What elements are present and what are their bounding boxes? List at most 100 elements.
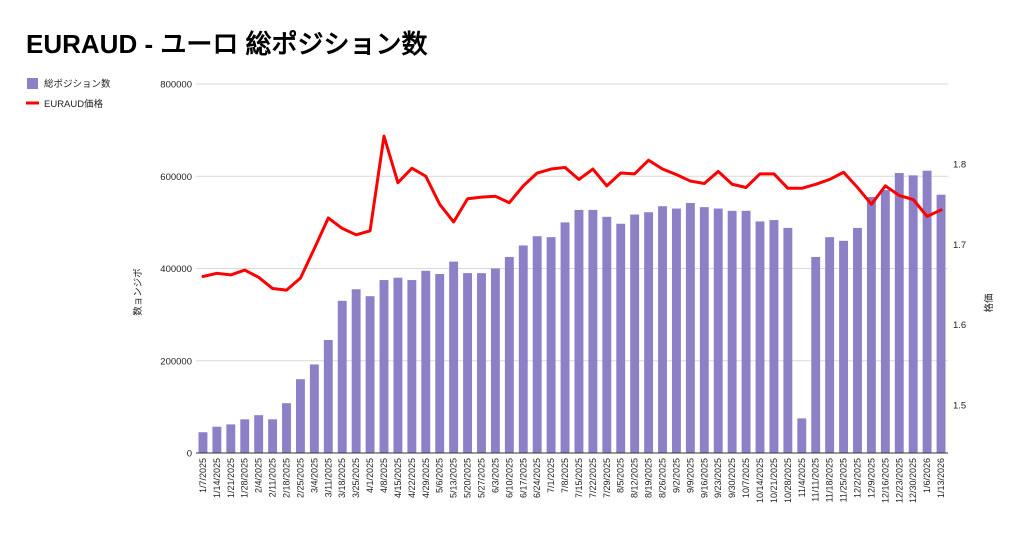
x-tick-label: 6/24/2025 <box>532 458 542 498</box>
x-tick-label: 2/25/2025 <box>295 458 305 498</box>
bar <box>644 212 654 453</box>
bar <box>713 208 723 453</box>
x-tick-label: 1/6/2026 <box>922 458 932 493</box>
bar <box>783 227 793 453</box>
bar <box>866 197 876 453</box>
bar <box>616 223 626 453</box>
x-tick-label: 9/2/2025 <box>671 458 681 493</box>
bar <box>658 206 667 453</box>
y-axis-left-title: 数ョンジボ <box>132 268 144 316</box>
x-tick-label: 8/26/2025 <box>658 458 668 498</box>
bar <box>435 274 445 453</box>
bar <box>463 273 473 453</box>
bar <box>588 209 598 453</box>
x-tick-label: 5/27/2025 <box>476 458 486 498</box>
bar <box>532 236 542 453</box>
x-tick-label: 6/3/2025 <box>490 458 500 493</box>
x-tick-label: 9/30/2025 <box>727 458 737 498</box>
bar <box>504 256 514 453</box>
x-tick-label: 1/7/2025 <box>198 458 208 493</box>
x-tick-label: 7/29/2025 <box>602 458 612 498</box>
bar <box>518 245 528 453</box>
x-tick-label: 2/4/2025 <box>254 458 264 493</box>
bar <box>254 415 264 453</box>
x-tick-label: 9/9/2025 <box>685 458 695 493</box>
bar <box>351 289 361 453</box>
x-tick-label: 4/29/2025 <box>421 458 431 498</box>
bar <box>477 273 486 453</box>
bar <box>853 227 862 453</box>
y-right-tick-label: 1.8 <box>953 160 966 171</box>
bar <box>811 256 821 453</box>
bar <box>268 419 278 453</box>
x-tick-label: 4/8/2025 <box>379 458 389 493</box>
chart-title: EURAUD - ユーロ 総ポジション数 <box>26 29 429 59</box>
bar <box>894 173 904 453</box>
x-tick-label: 11/18/2025 <box>825 458 835 502</box>
bar-series <box>198 170 946 454</box>
bar <box>560 222 570 454</box>
bar <box>839 240 849 453</box>
bar <box>421 270 431 453</box>
bar <box>936 194 946 453</box>
x-tick-label: 3/11/2025 <box>323 458 333 497</box>
x-tick-label: 11/4/2025 <box>797 458 807 497</box>
x-tick-label: 9/16/2025 <box>699 458 709 498</box>
bar <box>240 419 250 453</box>
bar <box>685 203 695 453</box>
x-tick-label: 3/4/2025 <box>309 458 319 493</box>
x-tick-label: 6/10/2025 <box>504 458 514 498</box>
y-right-tick-label: 1.5 <box>953 400 966 411</box>
x-tick-label: 12/16/2025 <box>880 458 890 503</box>
bar <box>741 210 751 453</box>
x-tick-label: 12/2/2025 <box>852 458 862 498</box>
x-tick-label: 12/30/2025 <box>908 458 918 503</box>
x-tick-label: 5/20/2025 <box>463 458 473 498</box>
bar <box>379 280 389 453</box>
y-left-tick-label: 200000 <box>160 356 192 367</box>
y-right-tick-label: 1.7 <box>953 240 966 251</box>
bar <box>574 209 584 453</box>
bar <box>198 432 208 453</box>
x-tick-label: 1/13/2026 <box>936 458 946 498</box>
x-tick-label: 7/22/2025 <box>588 458 598 498</box>
legend-label-positions: 総ポジション数 <box>44 78 111 90</box>
bar <box>449 261 459 453</box>
bar <box>337 300 347 453</box>
y-axis-right-title: 格価 <box>983 293 995 313</box>
bar <box>671 208 681 453</box>
x-tick-label: 9/23/2025 <box>713 458 723 498</box>
x-tick-label: 1/28/2025 <box>240 458 250 498</box>
bar <box>880 190 890 453</box>
bar <box>908 175 918 453</box>
bar <box>546 237 556 453</box>
bar <box>727 210 737 453</box>
bar <box>282 403 291 453</box>
gridlines <box>196 83 948 362</box>
y-left-tick-label: 400000 <box>160 264 192 275</box>
y-axis-left-ticks: 0 200000 400000 600000 800000 <box>160 80 192 460</box>
bar <box>602 216 612 453</box>
bar <box>323 339 333 453</box>
bar <box>755 221 765 453</box>
x-tick-label: 4/1/2025 <box>365 458 375 493</box>
x-tick-label: 12/23/2025 <box>894 458 904 503</box>
y-right-tick-label: 1.6 <box>953 320 966 331</box>
x-tick-label: 11/25/2025 <box>839 458 849 502</box>
x-tick-label: 7/8/2025 <box>560 458 570 493</box>
bar <box>212 426 222 453</box>
x-tick-label: 10/28/2025 <box>783 458 793 503</box>
x-tick-label: 8/12/2025 <box>630 458 640 498</box>
x-tick-label: 10/7/2025 <box>741 458 751 498</box>
x-tick-label: 5/6/2025 <box>435 458 445 493</box>
y-left-tick-label: 0 <box>187 449 192 460</box>
bar <box>295 379 305 453</box>
x-tick-label: 12/9/2025 <box>866 458 876 498</box>
bar <box>393 277 403 453</box>
x-tick-label: 8/19/2025 <box>644 458 654 498</box>
bar <box>490 268 500 453</box>
x-tick-label: 1/14/2025 <box>212 458 222 498</box>
x-tick-label: 6/17/2025 <box>518 458 528 498</box>
x-tick-label: 8/5/2025 <box>616 458 626 493</box>
